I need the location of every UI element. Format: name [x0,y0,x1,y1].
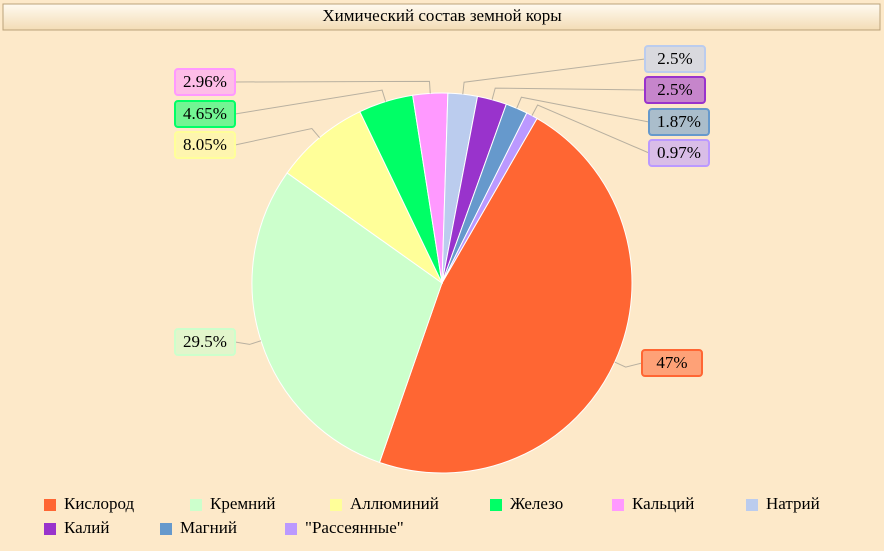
label-box [644,45,706,73]
data-label: 2.5% [657,49,692,68]
label-box [174,328,236,356]
slice [251,172,443,464]
leader-line [462,58,646,95]
leader-line [234,89,387,115]
label-box [174,100,236,128]
legend-label: Кислород [64,494,134,513]
leader-line [516,96,650,123]
data-label: 4.65% [183,104,227,123]
leader-line [234,340,262,345]
legend-label: Кальций [632,494,694,513]
leader-line [491,87,646,100]
legend-label: "Рассеянные" [305,518,404,537]
legend-swatch [44,523,56,535]
data-label: 1.87% [657,112,701,131]
legend-swatch [746,499,758,511]
label-box [648,139,710,167]
data-label: 2.5% [657,80,692,99]
legend-swatch [490,499,502,511]
label-box [644,76,706,104]
leader-line [614,361,643,368]
title-box [2,3,881,31]
slice [378,117,633,474]
legend-label: Кремний [210,494,275,513]
slice [286,111,444,285]
label-box [648,108,710,136]
legend-label: Магний [180,518,237,537]
label-box [641,349,703,377]
data-label: 47% [656,353,687,372]
leader-line [234,127,320,146]
leader-line [531,104,650,154]
legend-swatch [44,499,56,511]
legend-swatch [190,499,202,511]
legend-swatch [612,499,624,511]
pie [251,92,633,474]
chart-title: Химический состав земной коры [322,6,562,25]
legend-label: Аллюминий [350,494,439,513]
data-label: 0.97% [657,143,701,162]
legend-label: Натрий [766,494,820,513]
data-label: 8.05% [183,135,227,154]
leader-line [234,80,431,94]
data-label: 2.96% [183,72,227,91]
legend-swatch [160,523,172,535]
legend-label: Калий [64,518,110,537]
labels: 47% 29.5% 8.05% 4.65% 2.96% 2.5% 2.5% 1.87% 0.97… [174,45,710,377]
legend: Кислород Кремний Аллюминий Железо Кальций Нат… [44,494,820,537]
legend-swatch [285,523,297,535]
data-label: 29.5% [183,332,227,351]
legend-swatch [330,499,342,511]
label-box [174,131,236,159]
label-box [174,68,236,96]
legend-label: Железо [510,494,563,513]
